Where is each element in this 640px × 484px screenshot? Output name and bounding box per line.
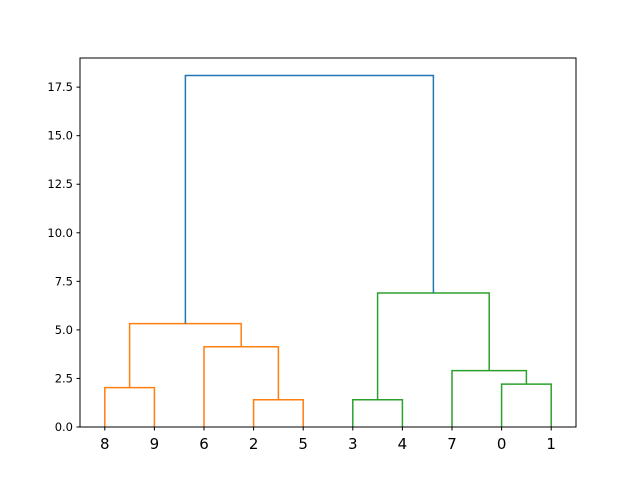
dendrogram-link-G bbox=[451, 369, 528, 427]
dendrogram-link-D bbox=[128, 322, 242, 388]
dendrogram-link-E bbox=[352, 399, 404, 427]
y-tick-label: 17.5 bbox=[47, 80, 73, 94]
y-tick-label: 7.5 bbox=[55, 274, 73, 288]
y-axis: 0.0 2.5 5.0 7.5 10.0 12.5 15.0 17.5 bbox=[47, 80, 80, 434]
leaf-label: 0 bbox=[497, 435, 507, 453]
leaf-label: 5 bbox=[298, 435, 308, 453]
y-tick-label: 2.5 bbox=[55, 371, 73, 385]
leaf-label: 8 bbox=[100, 435, 110, 453]
leaf-label: 4 bbox=[398, 435, 408, 453]
leaf-label: 6 bbox=[199, 435, 209, 453]
y-tick-label: 12.5 bbox=[47, 177, 73, 191]
leaf-label: 3 bbox=[348, 435, 358, 453]
dendrogram-link-C bbox=[203, 346, 280, 427]
x-axis: 8 9 6 2 5 3 4 7 0 1 bbox=[100, 427, 556, 453]
axes-frame bbox=[79, 57, 577, 428]
y-tick-label: 0.0 bbox=[55, 420, 73, 434]
dendrogram-link-A bbox=[104, 386, 156, 427]
y-tick-label: 10.0 bbox=[47, 226, 73, 240]
dendrogram-link-F bbox=[500, 383, 552, 427]
dendrogram-links bbox=[104, 74, 552, 427]
y-tick-label: 5.0 bbox=[55, 323, 73, 337]
dendrogram-link-B bbox=[252, 399, 304, 427]
leaf-label: 9 bbox=[150, 435, 160, 453]
leaf-label: 7 bbox=[447, 435, 457, 453]
dendrogram-link-H bbox=[376, 292, 490, 400]
y-tick-label: 15.0 bbox=[47, 129, 73, 143]
leaf-label: 2 bbox=[249, 435, 259, 453]
dendrogram-link-I bbox=[184, 74, 435, 324]
leaf-label: 1 bbox=[546, 435, 556, 453]
